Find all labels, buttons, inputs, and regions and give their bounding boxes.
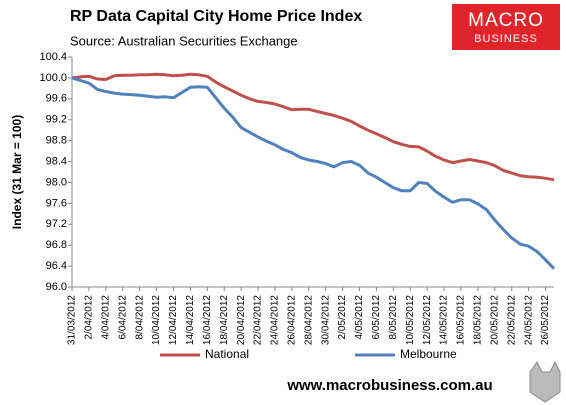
x-tick-label: 2/05/2012 xyxy=(337,295,348,340)
x-tick-label: 6/04/2012 xyxy=(117,295,128,340)
y-tick-label: 100.0 xyxy=(39,72,67,84)
x-tick-label: 10/05/2012 xyxy=(405,295,416,345)
x-tick-label: 30/04/2012 xyxy=(320,295,331,345)
x-tick-label: 31/03/2012 xyxy=(67,295,78,345)
wolf-icon xyxy=(529,360,561,403)
x-tick-label: 10/04/2012 xyxy=(151,295,162,345)
x-tick-label: 14/04/2012 xyxy=(185,295,196,345)
chart-title: RP Data Capital City Home Price Index xyxy=(70,8,362,25)
legend-label: Melbourne xyxy=(400,347,457,361)
y-tick-label: 96.8 xyxy=(46,239,67,251)
logo-bottom: BUSINESS xyxy=(474,33,538,45)
footer: www.macrobusiness.com.au xyxy=(286,377,492,394)
x-tick-label: 8/05/2012 xyxy=(388,295,399,340)
y-tick-label: 100.4 xyxy=(39,51,67,63)
x-tick-label: 14/05/2012 xyxy=(439,295,450,345)
y-tick-label: 98.4 xyxy=(46,155,67,167)
x-tick-label: 28/04/2012 xyxy=(303,295,314,345)
x-tick-label: 16/04/2012 xyxy=(202,295,213,345)
y-tick-label: 99.6 xyxy=(46,93,67,105)
legend-label: National xyxy=(205,347,249,361)
series-line xyxy=(71,76,556,270)
x-tick-label: 12/05/2012 xyxy=(422,295,433,345)
series-line xyxy=(71,72,555,182)
x-tick-label: 22/05/2012 xyxy=(506,295,517,345)
y-tick-label: 96.0 xyxy=(46,281,67,293)
x-tick-label: 8/04/2012 xyxy=(134,295,145,340)
y-axis-label: Index (31 Mar = 100) xyxy=(10,115,24,229)
x-tick-label: 16/05/2012 xyxy=(456,295,467,345)
x-tick-label: 4/05/2012 xyxy=(354,295,365,340)
x-tick-label: 18/04/2012 xyxy=(219,295,230,345)
chart-subtitle: Source: Australian Securities Exchange xyxy=(70,33,298,48)
x-tick-label: 26/05/2012 xyxy=(540,295,551,345)
x-tick-label: 26/04/2012 xyxy=(287,295,298,345)
x-tick-label: 6/05/2012 xyxy=(371,295,382,340)
y-tick-label: 98.8 xyxy=(46,135,67,147)
y-tick-label: 96.4 xyxy=(46,260,67,272)
y-tick-label: 97.6 xyxy=(46,197,67,209)
logo-box xyxy=(452,4,560,50)
y-tick-label: 99.2 xyxy=(46,114,67,126)
x-tick-label: 20/04/2012 xyxy=(236,295,247,345)
x-tick-label: 4/04/2012 xyxy=(100,295,111,340)
logo-top: MACRO xyxy=(468,10,544,31)
y-tick-label: 97.2 xyxy=(46,218,67,230)
x-tick-label: 18/05/2012 xyxy=(473,295,484,345)
x-tick-label: 2/04/2012 xyxy=(84,295,95,340)
x-tick-label: 20/05/2012 xyxy=(489,295,500,345)
x-tick-label: 24/05/2012 xyxy=(523,295,534,345)
y-tick-label: 98.0 xyxy=(46,176,67,188)
x-tick-label: 22/04/2012 xyxy=(253,295,264,345)
x-tick-label: 24/04/2012 xyxy=(270,295,281,345)
x-tick-label: 12/04/2012 xyxy=(168,295,179,345)
